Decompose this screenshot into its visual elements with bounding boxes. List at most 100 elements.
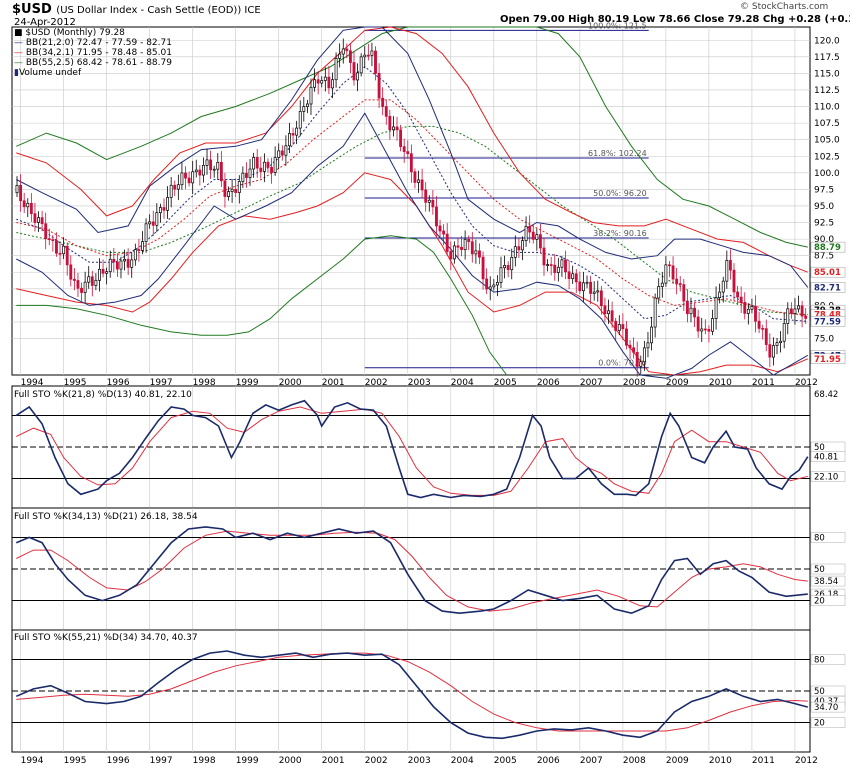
- candle-body: [298, 111, 302, 129]
- candle-body: [33, 213, 37, 223]
- candle-body: [22, 200, 26, 208]
- candle-body: [596, 290, 600, 293]
- candle-body: [115, 261, 119, 270]
- candle-body: [728, 260, 732, 271]
- candle-body: [438, 225, 442, 232]
- legend-main-text: $USD (Monthly) 79.28: [25, 28, 125, 38]
- candle-body: [158, 207, 162, 214]
- candle-body: [772, 345, 775, 358]
- candle-body: [424, 189, 428, 203]
- candle-body: [345, 48, 349, 52]
- candle-body: [589, 281, 593, 294]
- candle-body: [47, 238, 51, 240]
- candle-body: [503, 265, 506, 269]
- price-y-tick-label: 117.5: [814, 53, 840, 63]
- candle-body: [230, 188, 234, 192]
- candle-body: [316, 79, 320, 84]
- bottom-x-tick-label: 1995: [64, 756, 87, 766]
- bottom-x-tick-label: 2012: [795, 756, 818, 766]
- candle-body: [309, 86, 313, 105]
- bb2-upper-band: [16, 26, 808, 273]
- sto2-legend-text: Full STO %K(34,13) %D(21) 26.18, 38.54: [14, 512, 198, 522]
- candle-body: [194, 169, 198, 173]
- price-y-tick-label: 102.5: [814, 152, 840, 162]
- price-x-tick-label: 2002: [365, 378, 388, 388]
- candle-body: [668, 264, 671, 267]
- candle-body: [388, 115, 392, 131]
- sto2-side-tag: [810, 532, 846, 543]
- candle-body: [151, 221, 155, 226]
- sto2-side-label: 38.54: [814, 577, 838, 587]
- value-tag-label: 78.48: [814, 311, 841, 321]
- price-x-tick-label: 1999: [236, 378, 259, 388]
- candle-body: [381, 97, 385, 107]
- candle-body: [642, 347, 646, 363]
- bb3-middle-band: [16, 125, 808, 316]
- value-tag-box: [810, 353, 846, 365]
- fib-level-label: 50.0%: 96.20: [593, 189, 647, 198]
- price-x-tick-label: 2001: [322, 378, 345, 388]
- candle-body: [338, 53, 342, 59]
- candle-body: [202, 165, 205, 176]
- price-x-tick-label: 2008: [623, 378, 646, 388]
- candle-body: [137, 249, 141, 251]
- candle-body: [334, 58, 338, 81]
- candle-body: [162, 207, 166, 211]
- price-x-tick-label: 2000: [279, 378, 302, 388]
- candle-body: [80, 287, 83, 293]
- candle-body: [248, 168, 252, 178]
- candle-body: [187, 177, 191, 184]
- candle-body: [155, 212, 159, 226]
- value-tag-label: 85.01: [814, 268, 841, 278]
- candle-body: [65, 245, 69, 266]
- candle-body: [528, 225, 532, 233]
- bottom-x-tick-label: 1999: [236, 756, 259, 766]
- bottom-x-tick-label: 1996: [107, 756, 130, 766]
- candle-body: [198, 169, 202, 176]
- candle-body: [173, 184, 177, 190]
- candle-body: [62, 245, 66, 255]
- price-y-tick-label: 115.0: [814, 69, 840, 79]
- candle-body: [58, 252, 62, 255]
- candle-body: [227, 191, 230, 197]
- price-x-tick-label: 2006: [537, 378, 560, 388]
- sto1-legend-text: Full STO %K(21,8) %D(13) 40.81, 22.10: [14, 390, 192, 400]
- candle-body: [252, 157, 256, 170]
- candle-body: [582, 282, 585, 292]
- candle-body: [169, 184, 173, 198]
- candle-body: [736, 291, 740, 298]
- candle-body: [768, 344, 772, 358]
- candle-body: [87, 276, 91, 283]
- value-tag-label: 77.59: [814, 317, 841, 327]
- bottom-x-tick-label: 2004: [451, 756, 474, 766]
- candle-body: [671, 265, 675, 280]
- candle-body: [746, 308, 750, 314]
- candle-body: [191, 171, 195, 184]
- candle-body: [460, 246, 463, 250]
- candle-body: [406, 151, 410, 155]
- price-x-tick-label: 2005: [494, 378, 517, 388]
- sto2-side-tag: [810, 595, 846, 606]
- sto3-side-tag: [810, 717, 846, 728]
- candle-body: [725, 260, 729, 282]
- candle-body: [409, 153, 413, 173]
- price-y-tick-label: 100.0: [814, 169, 840, 179]
- candle-body: [467, 238, 471, 243]
- candle-body: [280, 150, 284, 156]
- candle-body: [356, 72, 360, 81]
- candle-body: [255, 157, 259, 169]
- legend-bb2: — BB(34,2.1) 71.95 - 78.48 - 85.01: [14, 48, 172, 58]
- candle-body: [133, 249, 137, 261]
- candle-body: [639, 361, 643, 367]
- legend-bb1-text: BB(21,2.0) 72.47 - 77.59 - 82.71: [25, 38, 172, 48]
- candle-body: [259, 167, 263, 172]
- price-x-tick-label: 2010: [709, 378, 732, 388]
- bottom-x-tick-label: 2011: [752, 756, 775, 766]
- candle-body: [420, 179, 424, 191]
- candle-body: [90, 276, 94, 286]
- candle-body: [521, 240, 524, 251]
- candle-body: [148, 221, 152, 225]
- fib-level-label: 61.8%: 102.24: [588, 149, 647, 158]
- candle-body: [492, 284, 496, 288]
- candle-body: [700, 328, 704, 332]
